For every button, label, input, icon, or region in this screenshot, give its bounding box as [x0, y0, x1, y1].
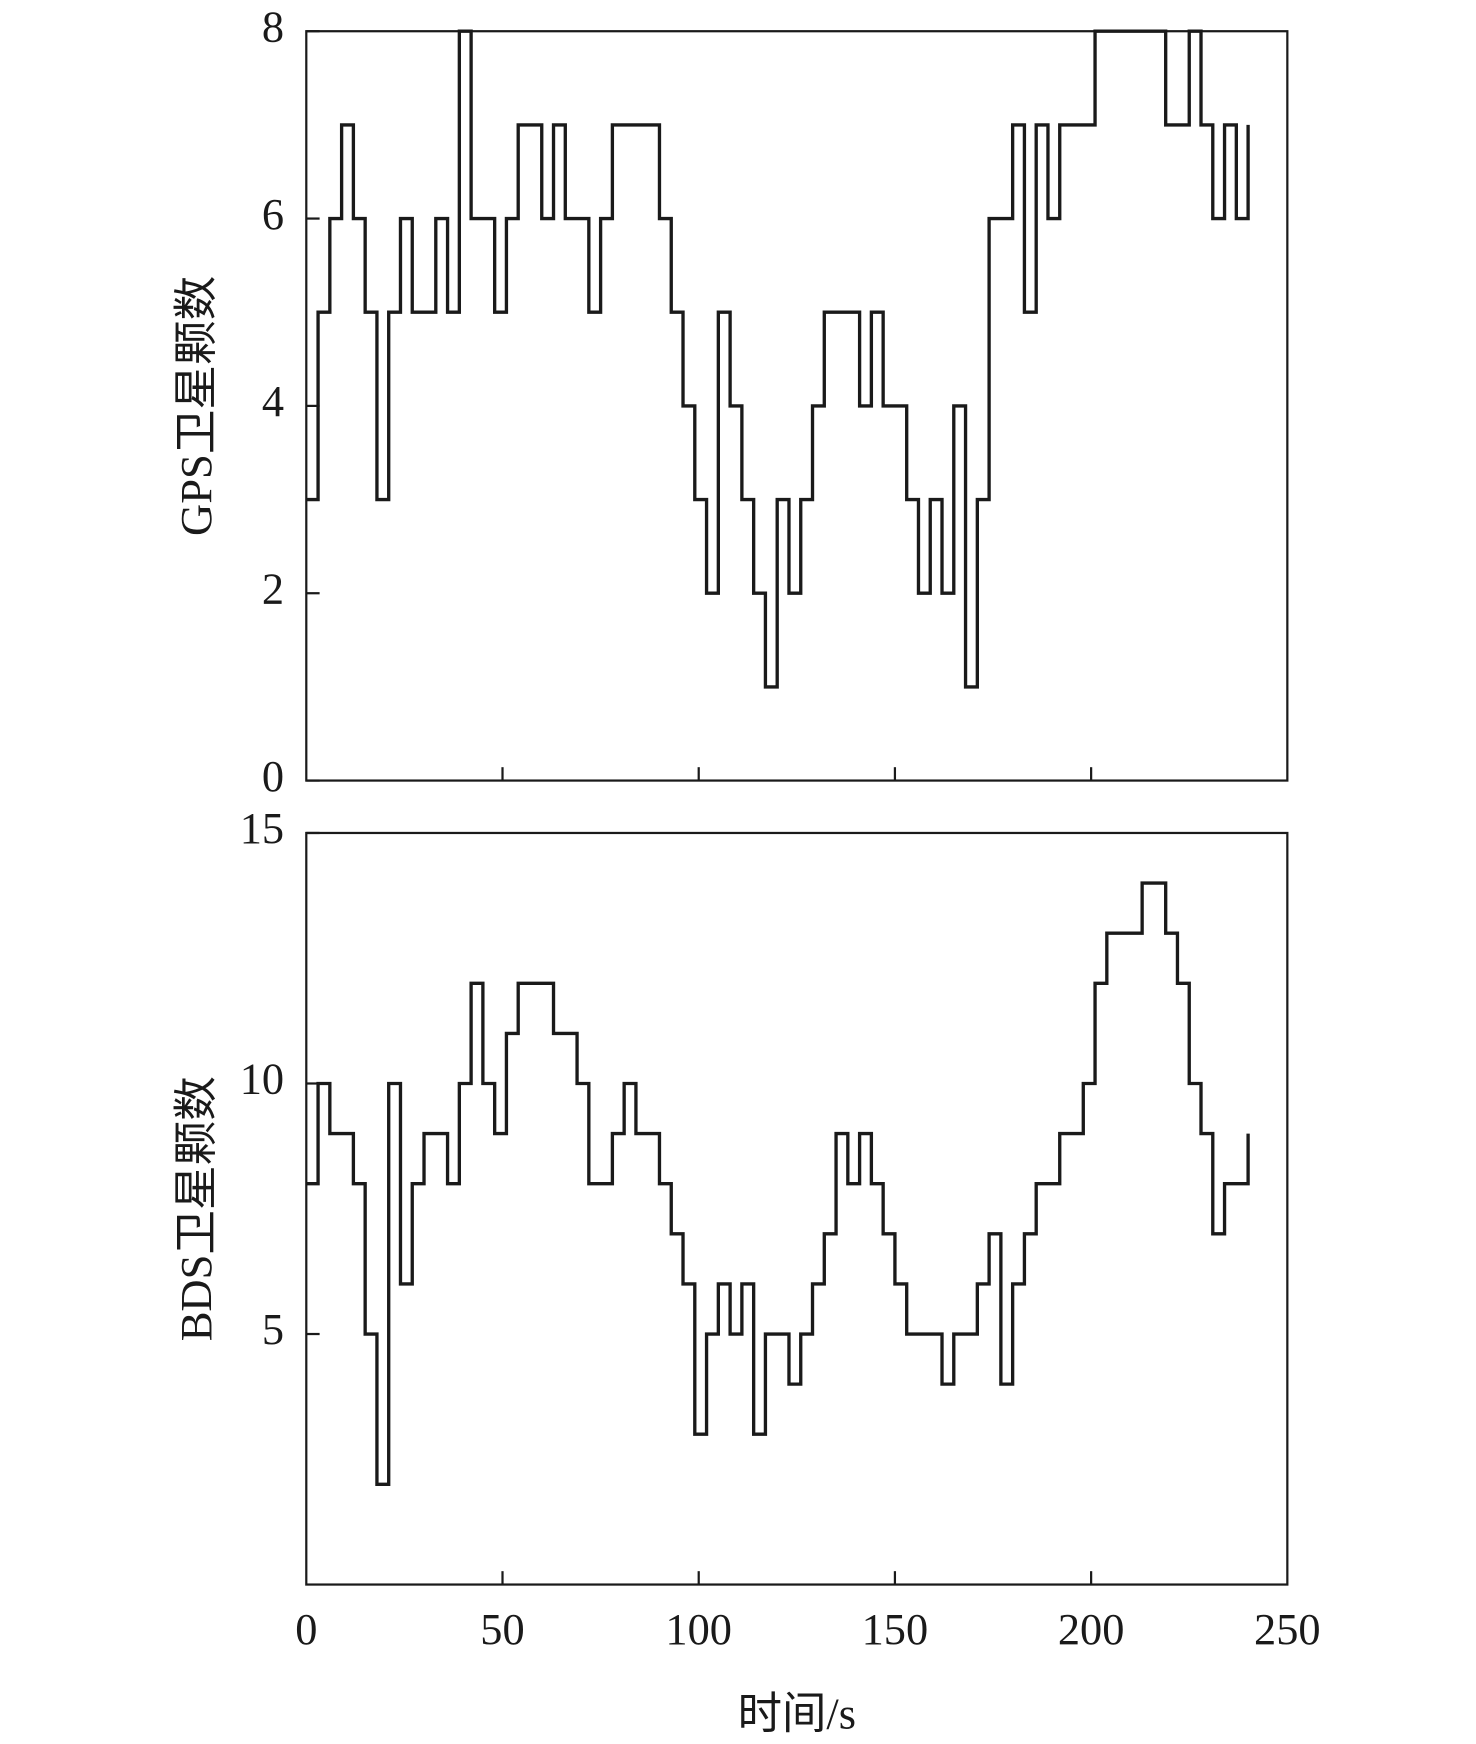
step-line: [306, 881, 1250, 1487]
y-axis-label: GPS卫星颗数: [171, 276, 221, 536]
y-tick-label: 2: [262, 563, 284, 613]
plot-frame: [305, 30, 1289, 782]
x-tick-label: 0: [295, 1604, 317, 1654]
y-tick-label: 8: [262, 1, 284, 51]
y-axis-label: BDS卫星颗数: [171, 1076, 221, 1341]
x-tick-label: 250: [1254, 1604, 1321, 1654]
plot-frame: [305, 831, 1289, 1586]
y-tick-label: 4: [262, 376, 284, 426]
y-tick-label: 10: [240, 1054, 284, 1104]
step-line: [306, 29, 1250, 689]
x-axis-label: 时间/s: [738, 1688, 856, 1738]
y-tick-label: 6: [262, 189, 284, 239]
x-tick-label: 100: [665, 1604, 732, 1654]
x-tick-label: 50: [480, 1604, 524, 1654]
y-tick-label: 5: [262, 1304, 284, 1354]
y-tick-label: 0: [262, 751, 284, 801]
x-tick-label: 200: [1058, 1604, 1125, 1654]
x-tick-label: 150: [862, 1604, 929, 1654]
y-tick-label: 15: [240, 803, 284, 853]
